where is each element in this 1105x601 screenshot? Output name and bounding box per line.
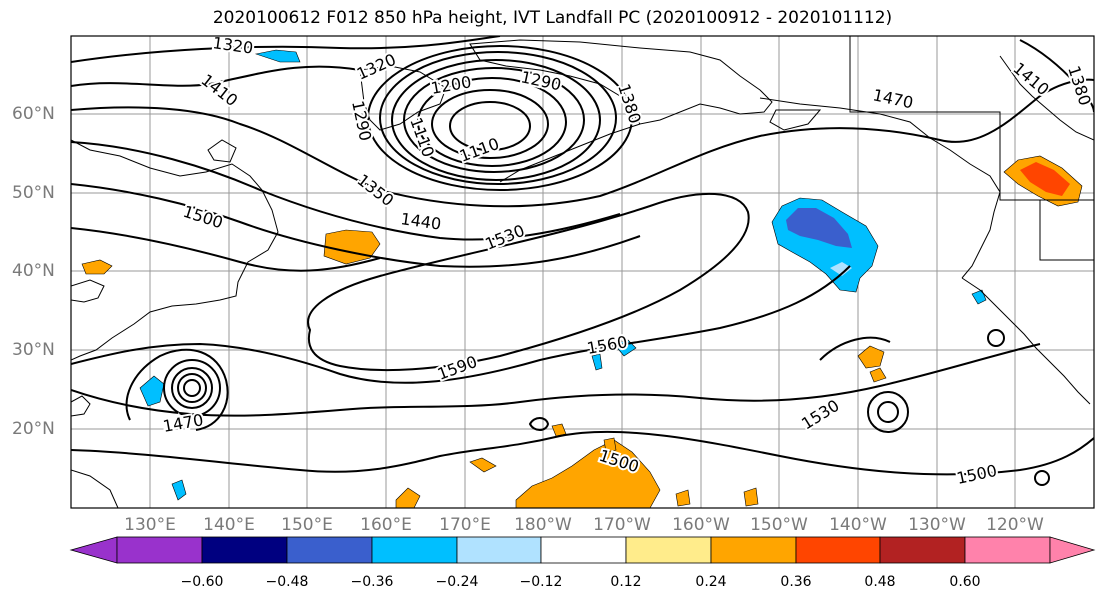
lon-label: 150°E — [281, 515, 333, 535]
positive-ivt-dot-3 — [743, 487, 759, 507]
lon-label: 150°W — [750, 515, 808, 535]
colorbar-tick-label: 0.36 — [780, 574, 812, 590]
negative-ivt-small-3 — [971, 289, 987, 305]
colorbar-bin — [540, 536, 627, 564]
positive-ivt-south-1 — [515, 439, 661, 508]
map-title: 2020100612 F012 850 hPa height, IVT Land… — [212, 8, 893, 28]
colorbar-tick-label: 0.48 — [864, 574, 896, 590]
positive-ivt-dot-2 — [675, 489, 691, 507]
negative-ivt-core — [786, 208, 852, 248]
lat-label: 60°N — [12, 104, 55, 124]
borders — [849, 36, 1094, 261]
colorbar-tick-label: −0.12 — [519, 574, 563, 590]
positive-ivt-pacific-nw-core — [1020, 162, 1070, 196]
contour-label: 1110 — [406, 115, 438, 160]
colorbar-bin — [116, 536, 203, 564]
lon-label: 170°W — [593, 515, 651, 535]
colorbar-bin — [371, 536, 458, 564]
contour-label: 1440 — [399, 209, 442, 233]
contour-label: 1110 — [457, 134, 502, 166]
colorbar-bin — [710, 536, 797, 564]
lon-label: 140°E — [203, 515, 255, 535]
lat-label: 30°N — [12, 340, 55, 360]
contour-label: 1500 — [181, 202, 226, 233]
contour-label: 1530 — [798, 396, 843, 434]
colorbar-bin — [625, 536, 712, 564]
colorbar-bin — [879, 536, 966, 564]
colorbar-tick-label: 0.60 — [949, 574, 981, 590]
negative-ivt-small-2 — [591, 353, 603, 371]
map-frame — [70, 35, 1095, 509]
colorbar-tick-label: −0.60 — [180, 574, 224, 590]
contour-label: 1380 — [1064, 63, 1095, 108]
gridlines — [71, 36, 1094, 508]
negative-ivt-gulf-of-alaska — [771, 197, 879, 293]
ivt-shading — [81, 49, 1083, 508]
lon-label: 130°W — [908, 515, 966, 535]
colorbar-bin — [964, 536, 1051, 564]
colorbar-bin — [456, 536, 542, 564]
map-area: 1320 1410 1320 1290 1200 1290 1380 1110 … — [71, 33, 1095, 508]
negative-ivt-bering — [254, 49, 301, 63]
positive-ivt-dot-4 — [551, 423, 567, 437]
negative-ivt-south — [171, 479, 187, 501]
contour-label: 1320 — [211, 33, 254, 57]
positive-ivt-east-2 — [869, 367, 887, 383]
colorbar-tick-label: 0.12 — [610, 574, 642, 590]
colorbar-low-extend — [69, 536, 118, 564]
lat-label: 20°N — [12, 419, 55, 439]
positive-ivt-south-3 — [469, 457, 497, 473]
lon-label: 160°E — [360, 515, 412, 535]
colorbar-bin — [201, 536, 288, 564]
contour-label: 1380 — [614, 81, 645, 126]
lon-label: 180°W — [514, 515, 572, 535]
contour-label: 1470 — [871, 85, 915, 112]
contour-label: 1290 — [348, 99, 375, 143]
lon-label: 170°E — [439, 515, 491, 535]
colorbar-high-extend — [1049, 536, 1096, 564]
height-contours — [71, 36, 1094, 486]
colorbar-tick-label: −0.48 — [265, 574, 309, 590]
lon-label: 140°W — [829, 515, 887, 535]
lon-label: 130°E — [124, 515, 176, 535]
contour-label: 1500 — [955, 461, 999, 488]
positive-ivt-south-2 — [395, 487, 421, 508]
contour-label: 1350 — [354, 170, 398, 210]
contour-label: 1410 — [198, 70, 242, 110]
lat-label: 40°N — [12, 261, 55, 281]
lon-label: 160°W — [672, 515, 730, 535]
positive-ivt-dot-1 — [603, 437, 617, 453]
contour-label: 1320 — [354, 50, 399, 84]
negative-ivt-inner — [830, 262, 852, 276]
contour-label: 1470 — [161, 410, 204, 436]
colorbar — [69, 536, 1096, 564]
colorbar-tick-label: −0.24 — [435, 574, 479, 590]
lat-label: 50°N — [12, 183, 55, 203]
colorbar-tick-label: −0.36 — [350, 574, 394, 590]
contour-label: 1530 — [482, 221, 527, 254]
contour-label: 1200 — [429, 72, 472, 98]
negative-ivt-typhoon — [139, 375, 165, 407]
positive-ivt-east-1 — [857, 345, 885, 369]
colorbar-bin — [795, 536, 881, 564]
positive-ivt-japan — [81, 259, 113, 275]
colorbar-bin — [286, 536, 373, 564]
positive-ivt-west-pacific — [323, 229, 381, 265]
colorbar-tick-label: 0.24 — [695, 574, 727, 590]
contour-labels: 1320 1410 1320 1290 1200 1290 1380 1110 … — [159, 33, 1095, 490]
lon-label: 120°W — [986, 515, 1044, 535]
